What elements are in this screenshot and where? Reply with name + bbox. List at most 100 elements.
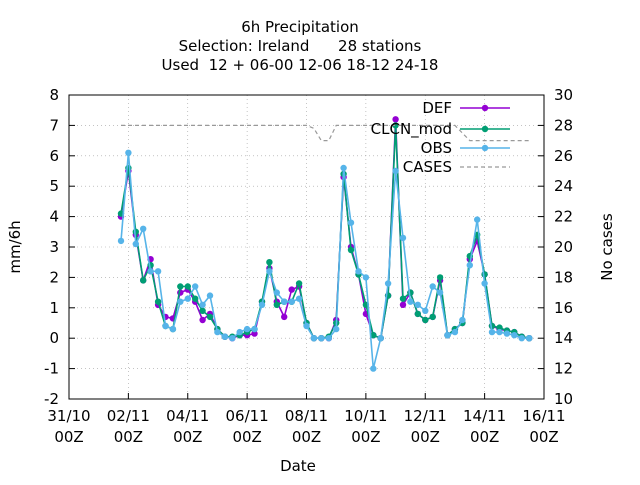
x-tick-label-date: 02/11 <box>107 407 150 425</box>
data-point-clcn-mod <box>436 274 444 281</box>
data-point-obs <box>229 335 236 342</box>
data-point-def <box>251 330 258 337</box>
data-point-clcn-mod <box>177 283 184 290</box>
y2-tick-label: 18 <box>554 268 573 286</box>
data-point-obs <box>474 216 481 223</box>
data-point-obs <box>392 167 399 175</box>
data-point-obs <box>214 328 221 336</box>
data-point-obs <box>177 298 184 305</box>
data-point-clcn-mod <box>199 307 206 314</box>
data-point-obs <box>206 292 214 299</box>
data-point-obs <box>488 328 496 336</box>
y2-tick-label: 12 <box>554 360 573 378</box>
data-point-obs <box>399 234 407 242</box>
x-tick-label-date: 12/11 <box>404 407 447 425</box>
y-tick-label: 1 <box>49 299 59 317</box>
data-point-obs <box>169 325 177 333</box>
data-point-obs <box>132 240 139 248</box>
data-point-obs <box>162 322 169 330</box>
x-tick-label-time: 00Z <box>173 428 202 446</box>
x-tick-label-date: 14/11 <box>463 407 506 425</box>
data-point-obs <box>192 283 199 290</box>
data-point-obs <box>243 325 251 333</box>
data-point-obs <box>258 301 266 308</box>
legend-marker-def <box>481 104 489 112</box>
data-point-clcn-mod <box>295 280 303 287</box>
y-tick-label: -1 <box>44 360 59 378</box>
legend-label-clcn-mod: CLCN_mod <box>371 120 452 139</box>
y2-tick-label: 28 <box>554 116 573 134</box>
data-point-def <box>392 116 399 123</box>
legend-marker-obs <box>481 144 489 152</box>
data-point-clcn-mod <box>399 295 407 302</box>
x-tick-label-time: 00Z <box>292 428 321 446</box>
data-point-obs <box>503 330 511 337</box>
data-point-obs <box>154 268 162 275</box>
chart-subtitle-selection: Selection: Ireland 28 stations <box>178 37 422 55</box>
y-tick-label: 5 <box>49 177 59 195</box>
data-point-obs <box>310 335 318 342</box>
x-tick-label-date: 08/11 <box>285 407 328 425</box>
y-tick-label: 6 <box>49 147 59 165</box>
data-point-obs <box>333 325 340 333</box>
y2-tick-label: 26 <box>554 147 573 165</box>
y2-tick-label: 22 <box>554 208 573 226</box>
data-point-obs <box>199 301 206 308</box>
data-point-obs <box>347 219 355 226</box>
x-tick-label-time: 00Z <box>529 428 558 446</box>
data-point-obs <box>295 295 303 302</box>
x-tick-label-time: 00Z <box>470 428 499 446</box>
x-axis-label: Date <box>280 457 316 475</box>
data-point-obs <box>266 268 273 275</box>
data-point-clcn-mod <box>206 313 214 321</box>
x-tick-label-time: 00Z <box>54 428 83 446</box>
data-point-obs <box>184 295 191 302</box>
legend-label-obs: OBS <box>421 139 452 157</box>
y2-tick-label: 20 <box>554 238 573 256</box>
data-point-obs <box>451 328 459 336</box>
data-point-def <box>399 301 407 308</box>
data-point-obs <box>236 328 243 336</box>
data-point-def <box>199 316 206 324</box>
data-point-clcn-mod <box>266 259 273 266</box>
y-tick-label: 8 <box>49 86 59 104</box>
data-point-obs <box>466 262 473 269</box>
data-point-obs <box>221 333 229 340</box>
data-point-def <box>281 313 288 321</box>
data-point-obs <box>281 298 288 305</box>
data-point-clcn-mod <box>496 324 503 331</box>
data-point-clcn-mod <box>140 277 147 284</box>
legend-marker-clcn-mod <box>481 125 489 133</box>
y2-tick-label: 10 <box>554 390 573 408</box>
data-point-clcn-mod <box>422 316 429 324</box>
x-tick-label-date: 06/11 <box>226 407 269 425</box>
x-tick-label-date: 31/10 <box>47 407 90 425</box>
data-point-obs <box>407 298 414 305</box>
legend-label-cases: CASES <box>403 158 452 176</box>
data-point-obs <box>370 365 377 372</box>
data-point-clcn-mod <box>370 332 377 339</box>
y-tick-label: 0 <box>49 329 59 347</box>
series-line-clcn-mod <box>120 125 530 340</box>
data-point-obs <box>318 335 325 342</box>
data-point-obs <box>444 332 451 339</box>
data-point-clcn-mod <box>273 301 280 308</box>
data-point-obs <box>429 283 436 290</box>
data-point-clcn-mod <box>192 295 199 302</box>
x-tick-label-time: 00Z <box>114 428 143 446</box>
data-point-obs <box>436 289 444 296</box>
chart-subtitle-used: Used 12 + 06-00 12-06 18-12 24-18 <box>161 56 439 74</box>
data-point-obs <box>273 289 280 296</box>
data-point-obs <box>355 268 362 275</box>
legend-label-def: DEF <box>422 99 452 117</box>
x-tick-label-time: 00Z <box>411 428 440 446</box>
y2-axis-label: No cases <box>598 213 616 281</box>
y2-tick-label: 16 <box>554 299 573 317</box>
data-point-clcn-mod <box>184 283 191 290</box>
data-point-obs <box>125 149 132 156</box>
data-point-clcn-mod <box>429 313 436 321</box>
x-tick-label-date: 16/11 <box>522 407 565 425</box>
y-tick-label: 7 <box>49 116 59 134</box>
